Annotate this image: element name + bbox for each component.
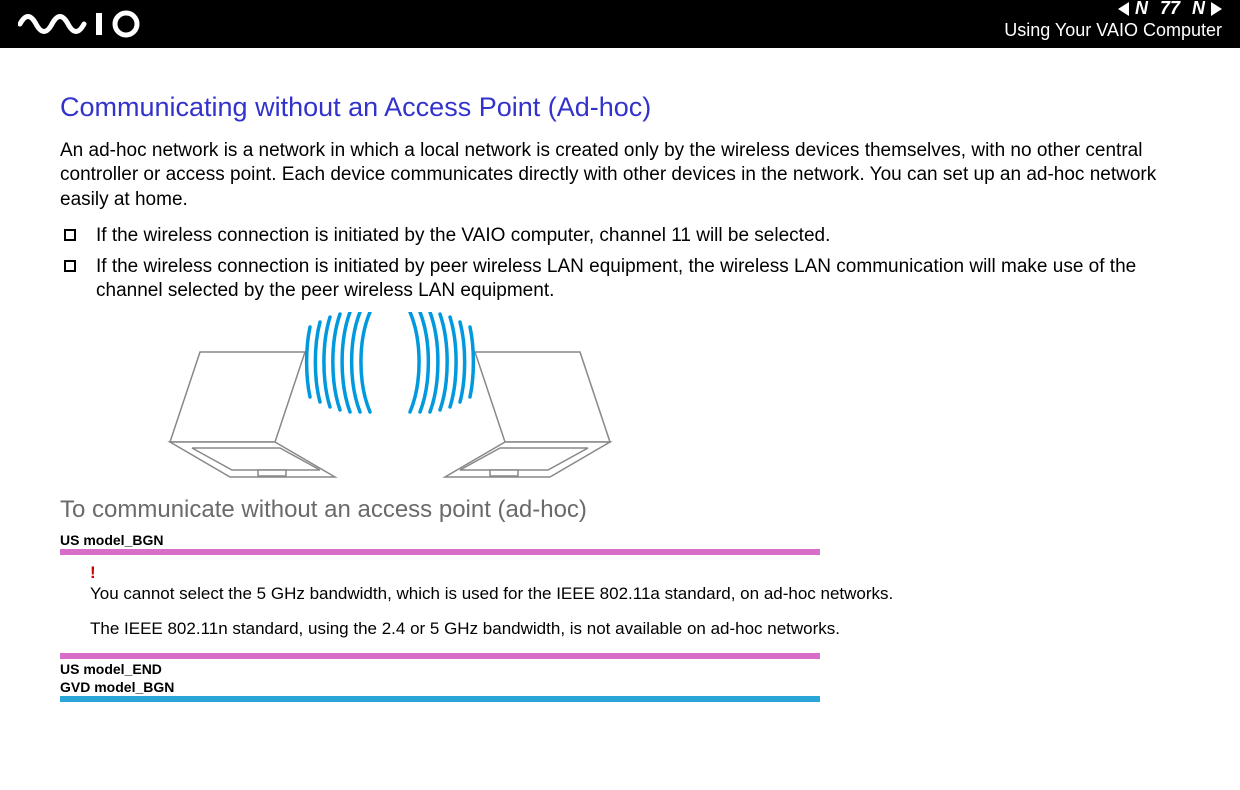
- next-page-arrow-icon[interactable]: [1211, 2, 1222, 16]
- list-item-text: If the wireless connection is initiated …: [96, 256, 1136, 302]
- page-content: Communicating without an Access Point (A…: [0, 48, 1240, 702]
- wireless-waves-left-icon: [307, 312, 370, 412]
- model-marker-label: GVD model_BGN: [60, 679, 1180, 695]
- page-heading: Communicating without an Access Point (A…: [60, 92, 1180, 123]
- warning-bang-icon: !: [90, 563, 1180, 583]
- nav-letter-right: N: [1192, 0, 1205, 19]
- adhoc-diagram: [130, 312, 650, 492]
- model-marker-bar: [60, 696, 820, 702]
- page-number: 77: [1160, 0, 1180, 19]
- intro-paragraph: An ad-hoc network is a network in which …: [60, 139, 1180, 212]
- header-bar: N 77 N Using Your VAIO Computer: [0, 0, 1240, 48]
- square-bullet-icon: [64, 229, 76, 241]
- list-item: If the wireless connection is initiated …: [60, 224, 1180, 249]
- laptop-right-icon: [445, 352, 610, 477]
- bullet-list: If the wireless connection is initiated …: [60, 224, 1180, 304]
- header-section-title: Using Your VAIO Computer: [1004, 20, 1222, 41]
- warning-block: ! You cannot select the 5 GHz bandwidth,…: [60, 555, 1180, 653]
- model-marker-bar: [60, 653, 820, 659]
- page-navigation: N 77 N: [1118, 0, 1222, 19]
- laptop-left-icon: [170, 352, 335, 477]
- warning-text: The IEEE 802.11n standard, using the 2.4…: [90, 618, 1180, 641]
- nav-letter-left: N: [1135, 0, 1148, 19]
- model-marker-label: US model_BGN: [60, 532, 1180, 548]
- sub-heading: To communicate without an access point (…: [60, 496, 1180, 524]
- model-marker-label: US model_END: [60, 661, 1180, 677]
- vaio-logo: [18, 0, 168, 48]
- wireless-waves-right-icon: [410, 312, 473, 412]
- list-item: If the wireless connection is initiated …: [60, 255, 1180, 304]
- warning-text: You cannot select the 5 GHz bandwidth, w…: [90, 583, 1180, 606]
- square-bullet-icon: [64, 260, 76, 272]
- diagram-container: [60, 312, 1180, 492]
- list-item-text: If the wireless connection is initiated …: [96, 225, 830, 246]
- prev-page-arrow-icon[interactable]: [1118, 2, 1129, 16]
